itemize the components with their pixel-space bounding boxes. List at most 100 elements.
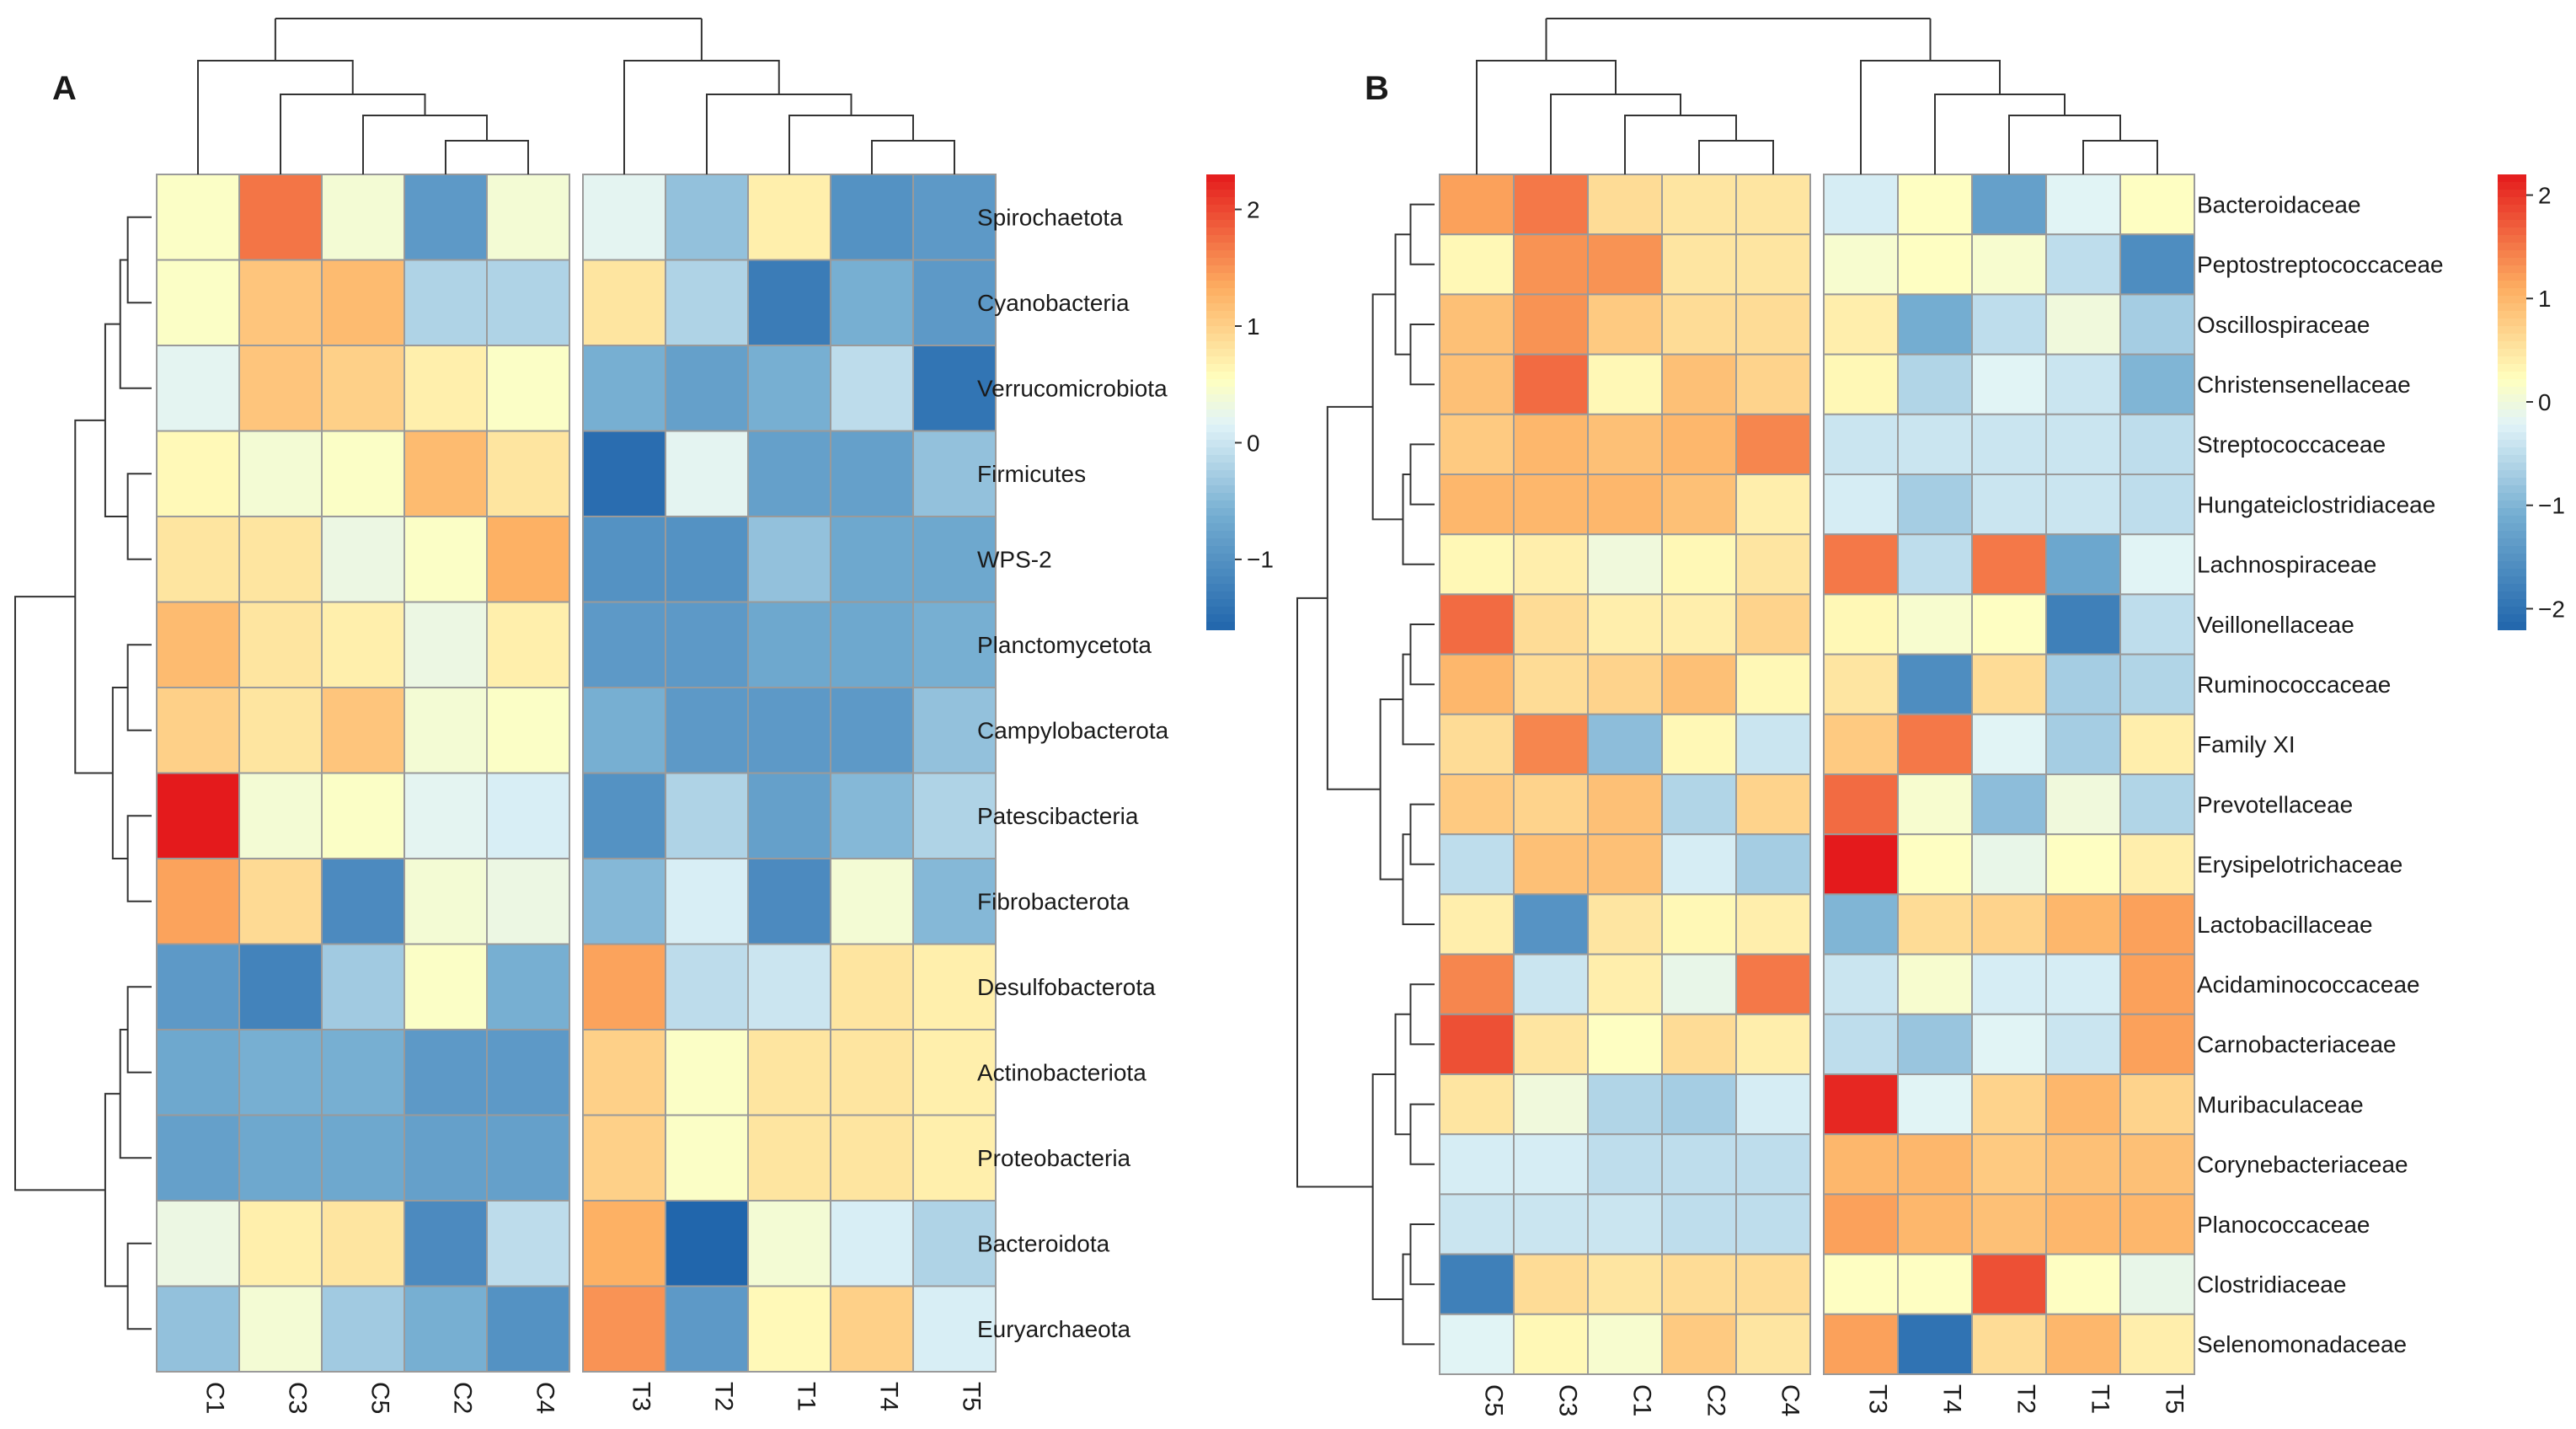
heatmap-cell <box>1513 953 1589 1015</box>
legend-swatch <box>2498 212 2526 221</box>
legend-swatch <box>1206 402 1235 410</box>
legend-swatch <box>2498 190 2526 198</box>
heatmap-cell <box>582 687 666 774</box>
heatmap-cell <box>156 174 240 261</box>
heatmap-cell <box>1897 293 1973 356</box>
heatmap-cell <box>665 345 749 432</box>
heatmap-cell <box>1439 1253 1515 1315</box>
legend-swatch <box>1206 182 1235 190</box>
heatmap-cell <box>665 174 749 261</box>
heatmap-cell <box>747 772 831 859</box>
heatmap-cell <box>1971 593 2047 656</box>
heatmap-cell <box>1823 893 1899 955</box>
heatmap-cell <box>2045 773 2121 836</box>
heatmap-cell <box>1439 233 1515 296</box>
heatmap-cell <box>1439 174 1515 236</box>
legend-swatch <box>1206 447 1235 456</box>
legend-tick-label: 1 <box>2538 286 2552 312</box>
legend-swatch <box>2498 334 2526 342</box>
legend-swatch <box>1206 227 1235 236</box>
heatmap-cell <box>404 516 488 603</box>
heatmap-cell <box>1897 413 1973 475</box>
legend-swatch <box>1206 190 1235 198</box>
heatmap-cell <box>1971 1253 2047 1315</box>
heatmap-cell <box>1439 1193 1515 1255</box>
legend-swatch <box>2498 174 2526 183</box>
legend-tick-label: −1 <box>1247 547 1274 573</box>
legend-swatch <box>1206 599 1235 607</box>
heatmap-cell <box>2119 893 2195 955</box>
heatmap-cell <box>1661 353 1737 415</box>
heatmap-cell <box>2045 953 2121 1015</box>
heatmap-cell <box>747 1285 831 1373</box>
heatmap-cell <box>1587 233 1663 296</box>
row-label: Cyanobacteria <box>977 290 1130 316</box>
heatmap-cell <box>2045 833 2121 896</box>
legend-swatch <box>1206 273 1235 281</box>
heatmap-cell <box>238 516 323 603</box>
heatmap-cell <box>1661 1073 1737 1136</box>
row-label: Corynebacteriaceae <box>2197 1152 2408 1178</box>
heatmap-cell <box>2119 174 2195 236</box>
heatmap-cell <box>1823 293 1899 356</box>
heatmap-cell <box>1661 593 1737 656</box>
heatmap-cell <box>486 174 570 261</box>
heatmap-cell <box>1823 1133 1899 1196</box>
legend-swatch <box>2498 364 2526 372</box>
heatmap-cell <box>1735 233 1811 296</box>
legend-swatch <box>2498 379 2526 388</box>
heatmap-cell <box>665 1200 749 1287</box>
heatmap-cell <box>156 1200 240 1287</box>
heatmap-cell <box>1823 1253 1899 1315</box>
heatmap-cell <box>1897 1193 1973 1255</box>
heatmap-cell <box>665 516 749 603</box>
heatmap-cell <box>1439 353 1515 415</box>
heatmap-cell <box>1439 1073 1515 1136</box>
heatmap-cell <box>1823 1013 1899 1076</box>
heatmap-cell <box>665 601 749 688</box>
heatmap-cell <box>2119 593 2195 656</box>
heatmap-cell <box>156 943 240 1030</box>
heatmap-cell <box>321 772 405 859</box>
heatmap-cell <box>321 858 405 945</box>
legend-swatch <box>2498 409 2526 418</box>
legend-swatch <box>2498 432 2526 441</box>
heatmap-cell <box>1735 474 1811 536</box>
heatmap-cell <box>1971 174 2047 236</box>
column-label: C3 <box>1554 1384 1582 1416</box>
heatmap-cell <box>1735 293 1811 356</box>
row-label: Actinobacteriota <box>977 1060 1146 1086</box>
heatmap-cell <box>1661 533 1737 596</box>
row-label: Acidaminococcaceae <box>2197 971 2420 998</box>
heatmap-cell <box>582 174 666 261</box>
heatmap-cell <box>486 345 570 432</box>
heatmap-cell <box>2045 1013 2121 1076</box>
heatmap-cell <box>486 259 570 346</box>
heatmap-cell <box>1735 773 1811 836</box>
heatmap-cell <box>1735 1253 1811 1315</box>
row-label: WPS-2 <box>977 547 1052 573</box>
heatmap-cell <box>1439 533 1515 596</box>
heatmap-cell <box>238 1114 323 1202</box>
heatmap-cell <box>404 687 488 774</box>
heatmap-cell <box>912 1114 997 1202</box>
heatmap-cell <box>1971 833 2047 896</box>
heatmap-cell <box>582 858 666 945</box>
legend-swatch <box>1206 622 1235 630</box>
heatmap-cell <box>1823 653 1899 715</box>
legend-swatch <box>2498 182 2526 190</box>
heatmap-cell <box>486 687 570 774</box>
heatmap-cell <box>1587 413 1663 475</box>
heatmap-cell <box>2119 1253 2195 1315</box>
legend-swatch <box>1206 288 1235 297</box>
heatmap-cell <box>2045 1133 2121 1196</box>
heatmap-cell <box>156 772 240 859</box>
heatmap-cell <box>1587 833 1663 896</box>
heatmap-cell <box>1823 953 1899 1015</box>
heatmap-cell <box>830 687 914 774</box>
row-label: Desulfobacterota <box>977 974 1156 1000</box>
legend-swatch <box>1206 425 1235 433</box>
legend-swatch <box>2498 576 2526 585</box>
legend-tick-label: 0 <box>1247 430 1260 456</box>
row-label: Verrucomicrobiota <box>977 376 1168 402</box>
